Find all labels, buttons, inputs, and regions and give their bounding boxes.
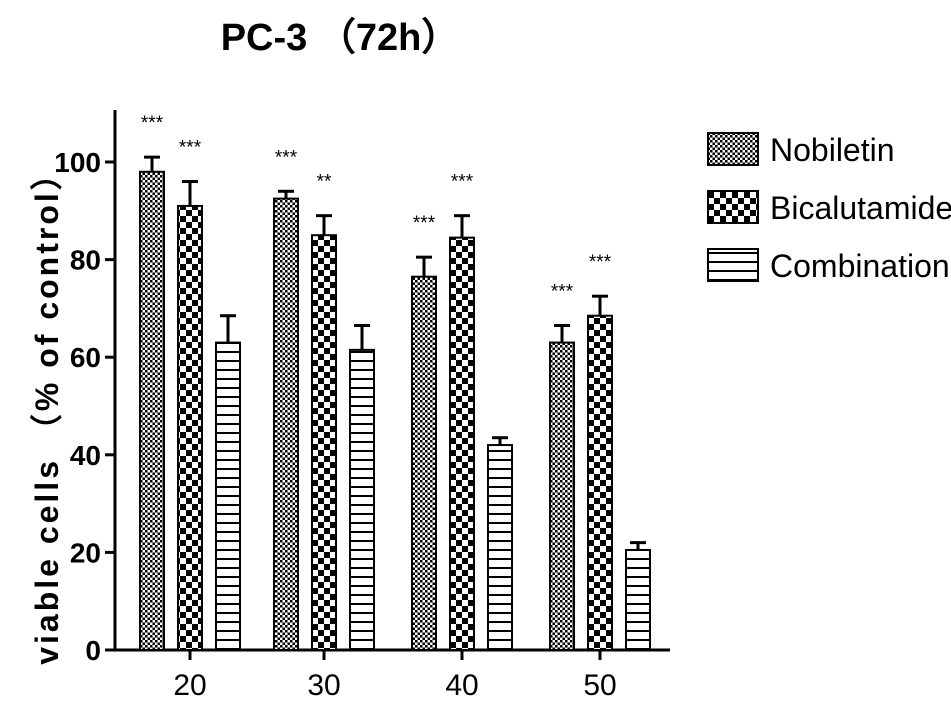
significance-label: *** bbox=[589, 252, 612, 273]
y-tick-label: 0 bbox=[85, 635, 101, 666]
y-tick-label: 60 bbox=[70, 342, 101, 373]
y-tick-label: 80 bbox=[70, 245, 101, 276]
x-tick-label: 20 bbox=[173, 669, 206, 702]
significance-label: *** bbox=[451, 172, 474, 193]
legend-label-nobiletin: Nobiletin bbox=[770, 132, 895, 168]
y-tick-label: 20 bbox=[70, 537, 101, 568]
legend: Nobiletin Bicalutamide Combination bbox=[708, 132, 951, 284]
significance-label: *** bbox=[275, 147, 298, 168]
legend-label-combination: Combination bbox=[770, 248, 950, 284]
bar-nobiletin-50 bbox=[550, 343, 574, 650]
bar-combination-30 bbox=[350, 350, 374, 650]
significance-label: *** bbox=[179, 138, 202, 159]
legend-swatch-nobiletin bbox=[708, 133, 758, 165]
significance-label: ** bbox=[317, 172, 332, 193]
bar-bicalutamide-20 bbox=[178, 206, 202, 650]
legend-label-bicalutamide: Bicalutamide bbox=[770, 190, 951, 226]
significance-label: *** bbox=[413, 213, 436, 234]
y-axis-label: viable cells （% of control） bbox=[29, 155, 65, 665]
x-tick-label: 50 bbox=[583, 669, 616, 702]
bar-combination-40 bbox=[488, 445, 512, 650]
x-tick-label: 30 bbox=[307, 669, 340, 702]
legend-swatch-bicalutamide bbox=[708, 191, 758, 223]
y-tick-label: 40 bbox=[70, 440, 101, 471]
x-tick-label: 40 bbox=[445, 669, 478, 702]
legend-swatch-combination bbox=[708, 249, 758, 281]
chart-title: PC-3 （72h） bbox=[221, 17, 460, 59]
bar-combination-20 bbox=[216, 343, 240, 650]
bar-bicalutamide-50 bbox=[588, 316, 612, 650]
bar-bicalutamide-40 bbox=[450, 238, 474, 650]
bar-bicalutamide-30 bbox=[312, 235, 336, 650]
y-tick-label: 100 bbox=[54, 147, 101, 178]
significance-label: *** bbox=[141, 113, 164, 134]
bar-combination-50 bbox=[626, 550, 650, 650]
bar-nobiletin-40 bbox=[412, 277, 436, 650]
significance-label: *** bbox=[551, 281, 574, 302]
bars-layer: *********************** bbox=[140, 113, 650, 650]
bar-nobiletin-20 bbox=[140, 172, 164, 650]
bar-nobiletin-30 bbox=[274, 199, 298, 650]
